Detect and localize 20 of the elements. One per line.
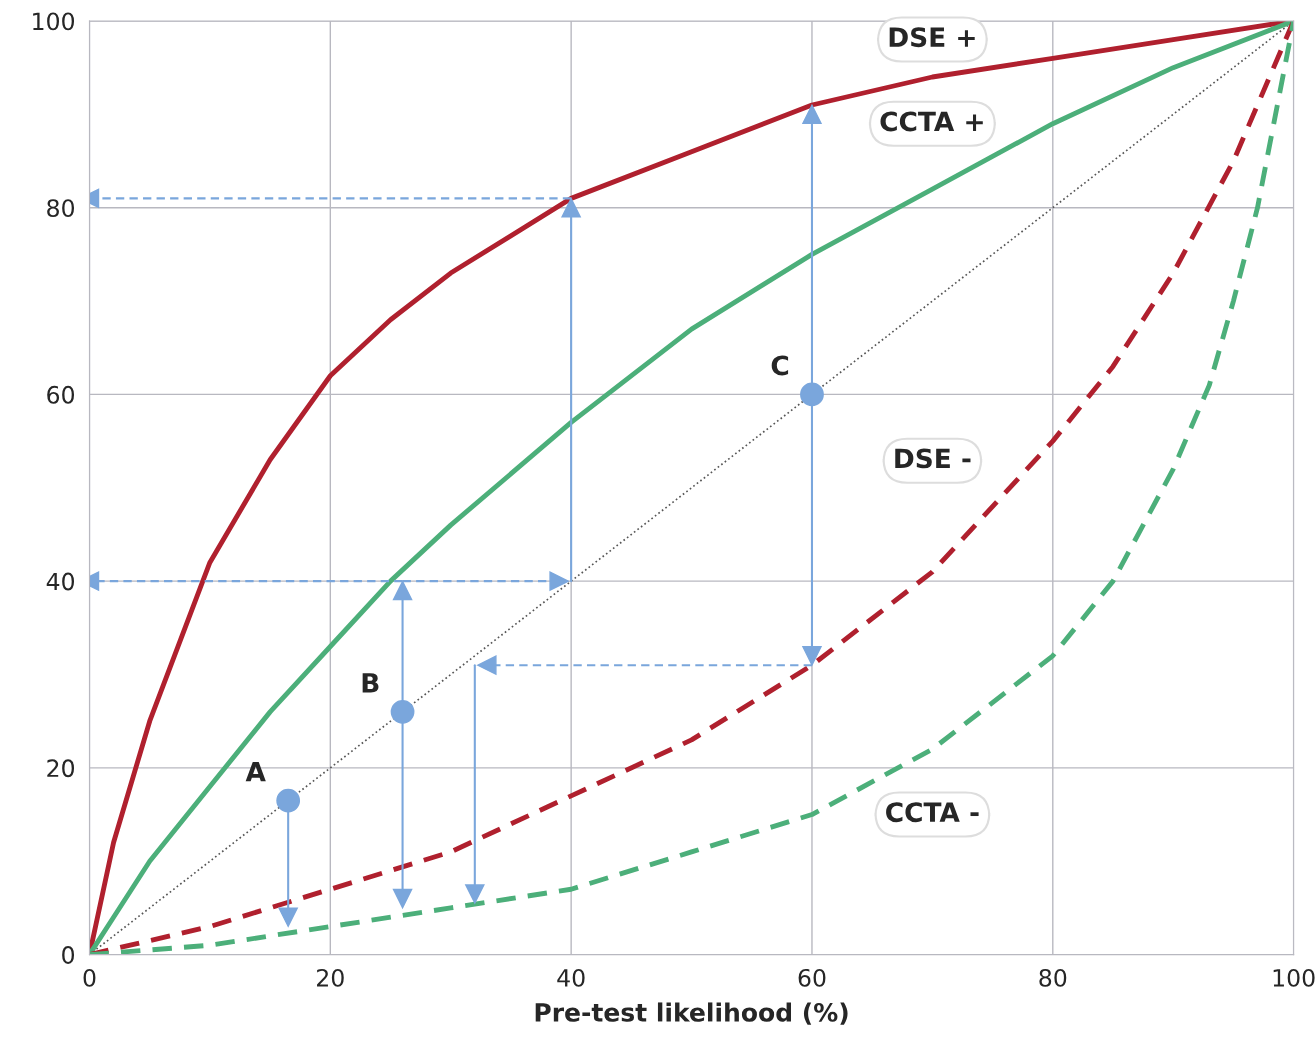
annotation: A	[245, 761, 266, 782]
series-label: CCTA +	[880, 111, 983, 132]
y-tick-label: 60	[47, 385, 75, 404]
x-tick-label: 100	[1273, 968, 1315, 987]
y-tick-label: 0	[62, 946, 75, 964]
x-tick-label: 0	[83, 968, 96, 987]
y-tick-label: 20	[47, 759, 75, 778]
annotation: B	[362, 673, 379, 693]
series-label: DSE -	[895, 448, 971, 469]
y-tick-label: 40	[46, 572, 75, 591]
series-label: CCTA -	[886, 802, 979, 823]
series-label: DSE +	[889, 27, 975, 48]
x-tick-label: 40	[557, 968, 585, 987]
x-tick-label: 60	[798, 968, 826, 987]
x-axis-title: Pre-test likelihood (%)	[535, 1002, 848, 1025]
x-tick-label: 80	[1039, 968, 1067, 987]
y-tick-label: 80	[47, 199, 75, 218]
y-tick-label: 100	[33, 12, 75, 31]
x-tick-label: 20	[317, 968, 344, 987]
annotation: C	[771, 355, 789, 376]
